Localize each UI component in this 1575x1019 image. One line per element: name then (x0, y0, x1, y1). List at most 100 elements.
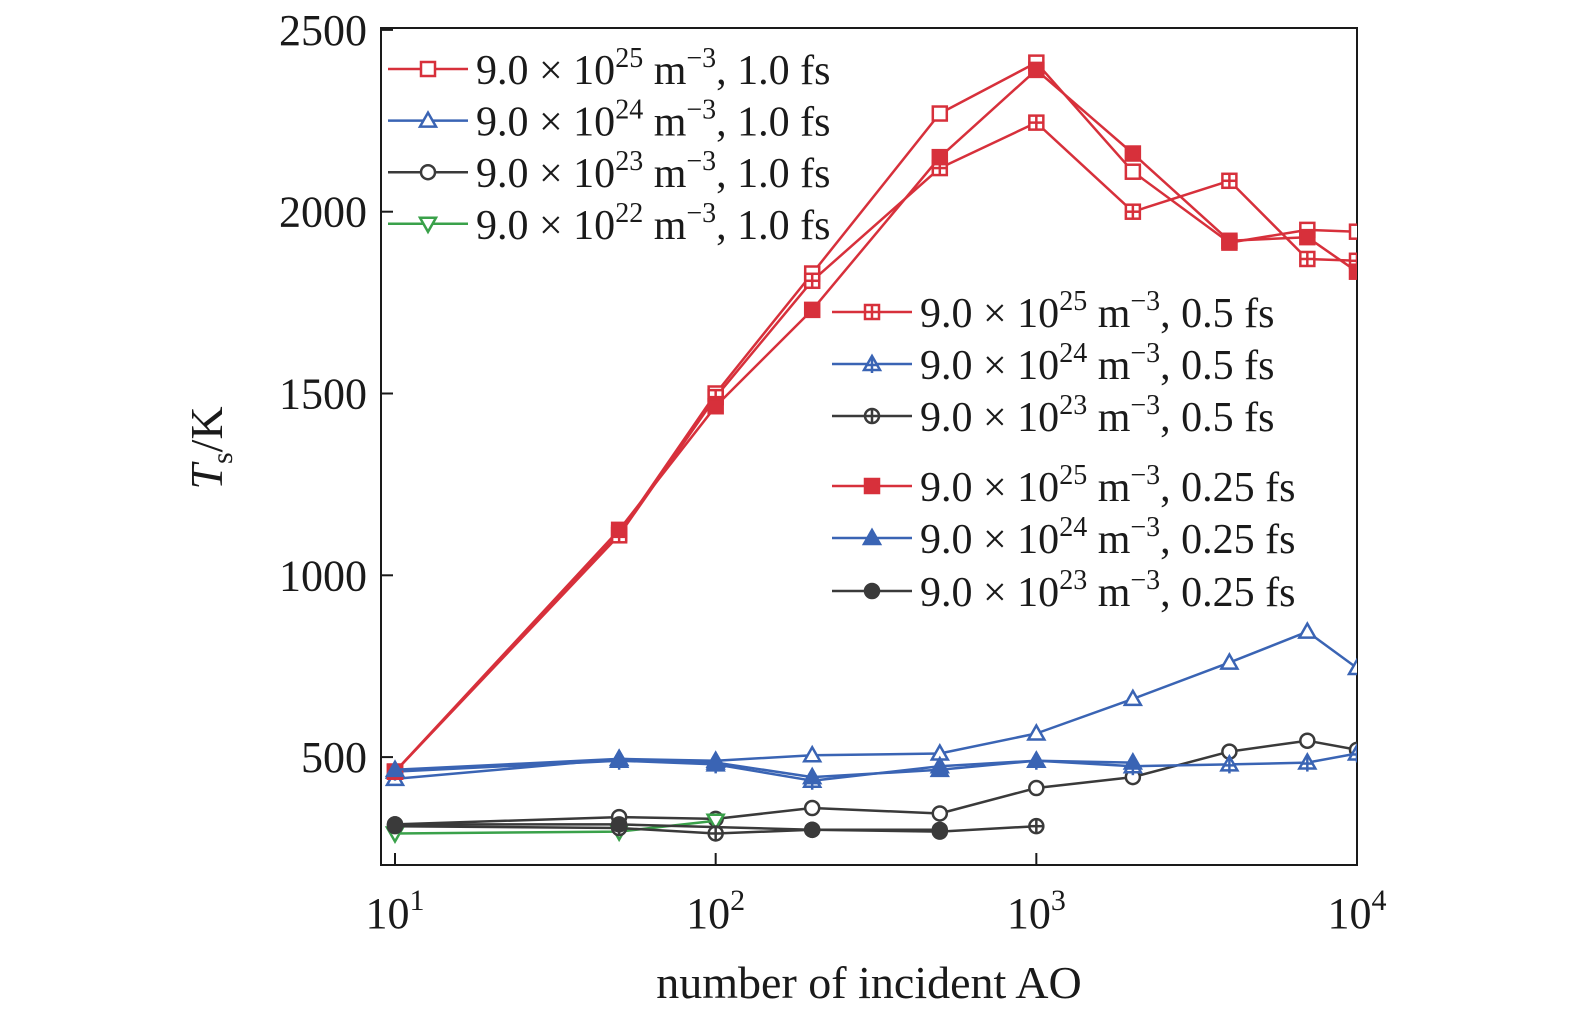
data-point (1221, 232, 1238, 250)
y-tick-label: 2500 (279, 6, 367, 55)
legend-entry: 9.0 × 1023 m−3, 1.0 fs (388, 146, 831, 197)
y-tick-label: 2000 (279, 188, 367, 237)
data-point (610, 816, 628, 833)
y-tick-label: 1500 (279, 370, 367, 419)
data-point (705, 813, 726, 832)
legend-label: 9.0 × 1025 m−3, 1.0 fs (476, 43, 831, 94)
data-point (803, 272, 821, 290)
data-point (1348, 252, 1357, 270)
series-r025 (386, 61, 1357, 780)
data-point (802, 766, 823, 785)
data-point (1028, 114, 1045, 131)
data-point (384, 759, 406, 778)
legend-top-left: 9.0 × 1025 m−3, 1.0 fs9.0 × 1024 m−3, 1.… (388, 43, 831, 249)
data-point (1297, 752, 1318, 772)
data-point (417, 216, 439, 235)
data-point (1299, 732, 1316, 749)
series-k025 (386, 816, 949, 839)
legend-entry: 9.0 × 1025 m−3, 0.5 fs (832, 286, 1275, 337)
data-point (1122, 752, 1144, 770)
legend-label: 9.0 × 1023 m−3, 0.25 fs (920, 565, 1296, 616)
y-axis-label-suffix: /K (181, 406, 232, 452)
data-point (610, 521, 628, 539)
data-point (931, 821, 949, 839)
legend-label: 9.0 × 1024 m−3, 0.25 fs (920, 512, 1296, 563)
data-point (707, 397, 724, 415)
data-point (1124, 163, 1142, 180)
legend-label: 9.0 × 1025 m−3, 0.5 fs (920, 286, 1275, 337)
y-axis-label: Ts/K (181, 406, 239, 489)
data-point (1124, 145, 1142, 162)
axis-ticks: 500 1000 1500 2000 2500 101 102 103 104 (279, 6, 1387, 938)
legend-entry: 9.0 × 1022 m−3, 1.0 fs (388, 198, 831, 249)
series-line (394, 824, 1037, 835)
legend-entry: 9.0 × 1025 m−3, 1.0 fs (388, 43, 831, 94)
legend-entry: 9.0 × 1024 m−3, 0.5 fs (832, 338, 1275, 389)
legend-label: 9.0 × 1025 m−3, 0.25 fs (920, 460, 1296, 511)
x-tick-label: 103 (1007, 884, 1066, 938)
data-point (1299, 250, 1316, 268)
legend-entry: 9.0 × 1024 m−3, 1.0 fs (388, 95, 831, 146)
data-point (802, 744, 823, 763)
data-point (417, 110, 439, 128)
x-tick-label: 101 (366, 884, 425, 938)
x-axis-label: number of incident AO (656, 957, 1081, 1008)
data-point (931, 148, 949, 166)
series-line (394, 61, 1357, 773)
data-point (1219, 652, 1240, 670)
series-line (395, 823, 940, 832)
data-point (1122, 688, 1144, 707)
data-point (608, 748, 630, 767)
data-point (861, 353, 883, 373)
data-point (419, 60, 437, 78)
legend-entry: 9.0 × 1023 m−3, 0.5 fs (832, 390, 1275, 441)
data-point (705, 752, 726, 770)
data-point (1219, 753, 1240, 774)
data-point (1348, 263, 1357, 280)
series-line (394, 68, 1357, 773)
data-point (929, 759, 950, 778)
data-point (803, 821, 821, 839)
data-point (803, 799, 821, 817)
data-point (863, 582, 881, 600)
legend-label: 9.0 × 1024 m−3, 0.5 fs (920, 338, 1275, 389)
y-tick-label: 500 (301, 733, 367, 782)
data-point (863, 303, 881, 321)
data-point (1028, 61, 1045, 79)
series-line (394, 739, 1357, 826)
x-tick-label: 104 (1328, 884, 1387, 938)
legend-label: 9.0 × 1023 m−3, 0.5 fs (920, 390, 1275, 441)
data-point (1026, 750, 1047, 768)
data-point (386, 816, 404, 833)
series-line (394, 752, 1357, 782)
series-b025 (384, 748, 1144, 785)
data-point (1028, 779, 1045, 797)
data-point (707, 825, 724, 842)
legend-entry: 9.0 × 1025 m−3, 0.25 fs (832, 460, 1296, 511)
data-point (931, 805, 949, 822)
plot-frame (380, 27, 1358, 866)
x-tick-label: 102 (686, 884, 745, 938)
data-point (863, 407, 881, 425)
legend-label: 9.0 × 1022 m−3, 1.0 fs (476, 198, 831, 249)
data-point (1028, 817, 1045, 835)
data-point (1346, 657, 1357, 676)
y-axis-label-sub: s (206, 452, 239, 464)
legend-label: 9.0 × 1024 m−3, 1.0 fs (476, 95, 831, 146)
legend-entry: 9.0 × 1023 m−3, 0.25 fs (832, 565, 1296, 616)
series-k10 (386, 732, 1357, 833)
data-point (931, 105, 949, 122)
data-point (1124, 203, 1142, 220)
y-tick-label: 1000 (279, 551, 367, 600)
legend-right-middle: 9.0 × 1025 m−3, 0.5 fs9.0 × 1024 m−3, 0.… (832, 286, 1296, 616)
data-point (1221, 172, 1238, 190)
data-point (1348, 223, 1357, 240)
data-point (803, 301, 821, 319)
data-point (419, 163, 437, 181)
legend-label: 9.0 × 1023 m−3, 1.0 fs (476, 146, 831, 197)
data-point (1026, 722, 1047, 741)
legend-entry: 9.0 × 1024 m−3, 0.25 fs (832, 512, 1296, 563)
data-point (863, 477, 881, 495)
y-axis-label-main: T (181, 461, 232, 490)
